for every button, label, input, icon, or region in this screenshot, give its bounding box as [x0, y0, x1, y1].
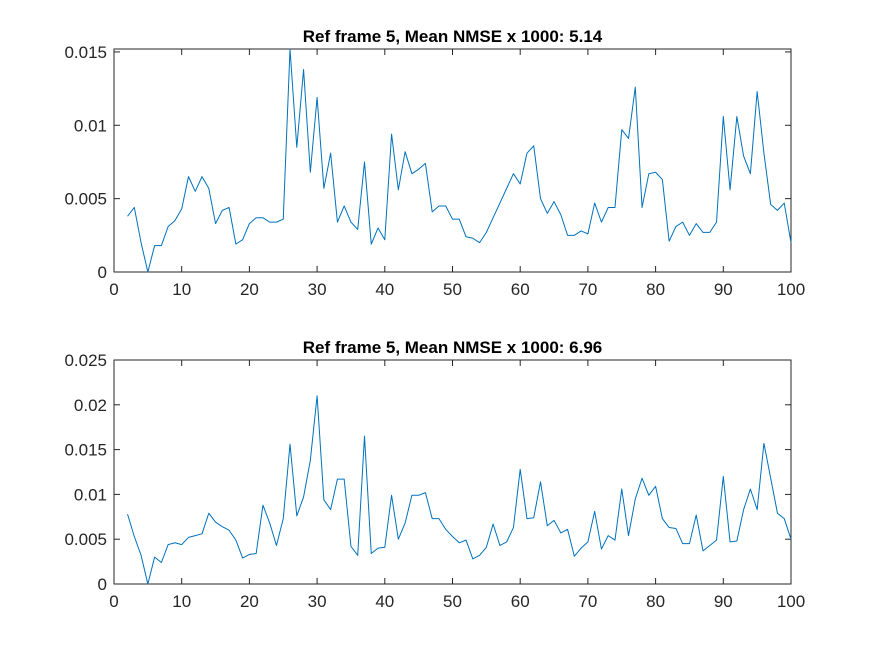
bottom-x-tick-label: 30 [308, 592, 327, 611]
bottom-x-tick-label: 60 [511, 592, 530, 611]
top-y-tick-label: 0.015 [64, 43, 107, 62]
bottom-x-axis: 0 10 20 30 40 50 60 70 80 90 100 [109, 360, 805, 611]
top-y-tick-label: 0 [98, 263, 107, 282]
top-x-tick-label: 60 [511, 280, 530, 299]
bottom-y-axis: 0 0.005 0.01 0.015 0.02 0.025 [64, 351, 791, 594]
bottom-x-tick-label: 80 [646, 592, 665, 611]
bottom-y-tick-label: 0.025 [64, 351, 107, 370]
bottom-x-tick-label: 100 [777, 592, 805, 611]
top-plot-area [113, 48, 792, 273]
bottom-x-tick-label: 0 [109, 592, 118, 611]
top-x-tick-label: 70 [578, 280, 597, 299]
top-x-tick-label: 40 [375, 280, 394, 299]
top-x-tick-label: 80 [646, 280, 665, 299]
top-x-tick-label: 10 [172, 280, 191, 299]
top-x-tick-label: 0 [109, 280, 118, 299]
bottom-chart-title: Ref frame 5, Mean NMSE x 1000: 6.96 [303, 338, 603, 357]
bottom-subplot: Ref frame 5, Mean NMSE x 1000: 6.96 0 10 2… [64, 338, 805, 611]
bottom-y-tick-label: 0 [98, 575, 107, 594]
top-x-tick-label: 20 [240, 280, 259, 299]
top-x-tick-label: 100 [777, 280, 805, 299]
top-x-tick-label: 30 [308, 280, 327, 299]
bottom-x-tick-label: 10 [172, 592, 191, 611]
top-y-axis: 0 0.005 0.01 0.015 [64, 43, 791, 282]
top-x-axis: 0 10 20 30 40 50 60 70 80 90 100 [109, 49, 805, 299]
top-x-tick-label: 50 [443, 280, 462, 299]
bottom-x-tick-label: 50 [443, 592, 462, 611]
bottom-y-tick-label: 0.01 [74, 485, 107, 504]
bottom-y-tick-label: 0.005 [64, 530, 107, 549]
top-y-tick-label: 0.01 [74, 116, 107, 135]
bottom-x-tick-label: 40 [375, 592, 394, 611]
bottom-series-line [127, 395, 792, 585]
bottom-y-tick-label: 0.015 [64, 441, 107, 460]
bottom-x-tick-label: 70 [578, 592, 597, 611]
top-subplot: Ref frame 5, Mean NMSE x 1000: 5.14 0 10 2… [64, 27, 805, 299]
top-y-tick-label: 0.005 [64, 190, 107, 209]
bottom-x-tick-label: 20 [240, 592, 259, 611]
top-x-tick-label: 90 [714, 280, 733, 299]
bottom-x-tick-label: 90 [714, 592, 733, 611]
bottom-y-tick-label: 0.02 [74, 396, 107, 415]
top-series-line [127, 48, 792, 273]
bottom-plot-area [113, 359, 792, 585]
top-chart-title: Ref frame 5, Mean NMSE x 1000: 5.14 [303, 27, 603, 46]
